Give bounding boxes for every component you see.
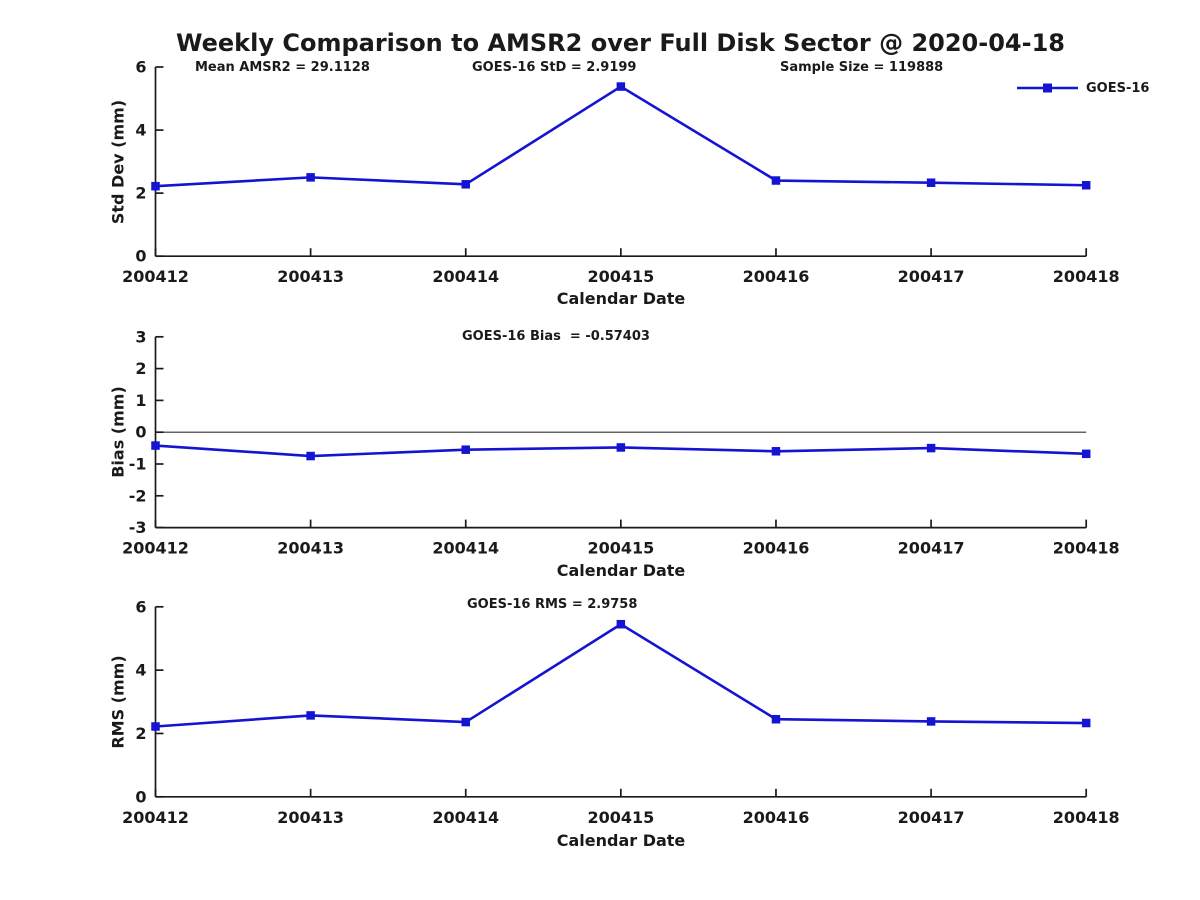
data-point-marker-bias (306, 451, 315, 461)
y-tick-label-std-dev: 4 (135, 121, 146, 140)
annotation-goes16-std: GOES-16 StD = 2.9199 (472, 60, 637, 75)
data-point-marker-rms (616, 619, 626, 629)
x-tick-label-std-dev: 200418 (1053, 267, 1120, 286)
y-axis-label-rms: RMS (mm) (108, 655, 128, 749)
x-tick-label-bias: 200415 (587, 539, 654, 558)
y-tick-label-std-dev: 0 (135, 247, 146, 266)
y-tick-label-bias: 1 (135, 391, 146, 410)
annotation-mean-amsr2: Mean AMSR2 = 29.1128 (195, 60, 370, 75)
x-tick-label-bias: 200412 (122, 539, 189, 558)
x-tick-label-std-dev: 200415 (587, 267, 654, 286)
x-tick-label-bias: 200418 (1053, 539, 1120, 558)
data-point-marker-rms (1081, 718, 1091, 728)
figure-title: Weekly Comparison to AMSR2 over Full Dis… (176, 29, 1065, 57)
x-tick-label-rms: 200415 (587, 808, 654, 827)
x-tick-label-rms: 200414 (432, 808, 499, 827)
data-point-marker-rms (771, 714, 781, 724)
data-point-marker-std-dev (926, 178, 936, 187)
data-point-marker-rms (926, 717, 936, 726)
x-axis-label-calendar-date-3: Calendar Date (556, 831, 686, 850)
y-tick-label-bias: -3 (129, 518, 147, 537)
data-point-marker-std-dev (151, 181, 160, 191)
x-tick-label-bias: 200416 (743, 539, 810, 558)
data-point-marker-bias (461, 445, 470, 454)
x-tick-label-rms: 200417 (898, 808, 965, 827)
y-tick-label-rms: 0 (135, 787, 146, 806)
y-tick-label-bias: -1 (129, 455, 147, 474)
x-tick-label-std-dev: 200416 (743, 267, 810, 286)
data-point-marker-rms (306, 711, 315, 720)
y-tick-label-rms: 2 (135, 724, 146, 743)
data-point-marker-bias (151, 441, 160, 450)
data-point-marker-std-dev (771, 176, 781, 185)
data-point-marker-std-dev (616, 82, 626, 91)
data-point-marker-bias (1081, 449, 1091, 459)
x-tick-label-bias: 200414 (432, 539, 499, 558)
x-tick-label-std-dev: 200417 (898, 267, 965, 286)
y-axis-label-std-dev: Std Dev (mm) (108, 99, 128, 225)
legend-label-goes16: GOES-16 (1086, 81, 1150, 96)
data-point-marker-bias (616, 443, 626, 452)
y-axis-label-bias: Bias (mm) (108, 386, 128, 478)
y-tick-label-bias: 2 (135, 359, 146, 378)
annotation-goes16-bias: GOES-16 Bias = -0.57403 (462, 329, 650, 344)
data-point-marker-rms (461, 717, 470, 727)
y-tick-label-std-dev: 2 (135, 184, 146, 203)
series-line-std-dev (155, 85, 1087, 188)
annotation-sample-size: Sample Size = 119888 (780, 60, 944, 75)
data-point-marker-bias (771, 447, 781, 456)
x-tick-label-bias: 200417 (898, 539, 965, 558)
x-tick-label-std-dev: 200413 (277, 267, 344, 286)
x-axis-label-calendar-date-2: Calendar Date (556, 561, 686, 580)
data-point-marker-std-dev (1081, 181, 1091, 190)
data-point-marker-rms (151, 722, 160, 731)
x-tick-label-rms: 200416 (743, 808, 810, 827)
y-tick-label-bias: -2 (129, 486, 147, 505)
x-tick-label-std-dev: 200412 (122, 267, 189, 286)
x-tick-label-bias: 200413 (277, 539, 344, 558)
series-line-rms (155, 622, 1087, 728)
y-tick-label-bias: 3 (135, 327, 146, 346)
y-tick-label-bias: 0 (135, 423, 146, 442)
data-point-marker-bias (926, 443, 936, 453)
x-axis-label-calendar-date-1: Calendar Date (556, 289, 686, 308)
data-point-marker-std-dev (306, 173, 315, 182)
data-point-marker-std-dev (461, 180, 470, 189)
x-tick-label-rms: 200413 (277, 808, 344, 827)
legend-marker-sample (1043, 83, 1052, 93)
x-tick-label-rms: 200412 (122, 808, 189, 827)
x-tick-label-std-dev: 200414 (432, 267, 499, 286)
x-tick-label-rms: 200418 (1053, 808, 1120, 827)
y-tick-label-rms: 6 (135, 597, 146, 616)
y-tick-label-rms: 4 (135, 661, 146, 680)
annotation-goes16-rms: GOES-16 RMS = 2.9758 (467, 597, 638, 612)
y-tick-label-std-dev: 6 (135, 58, 146, 77)
